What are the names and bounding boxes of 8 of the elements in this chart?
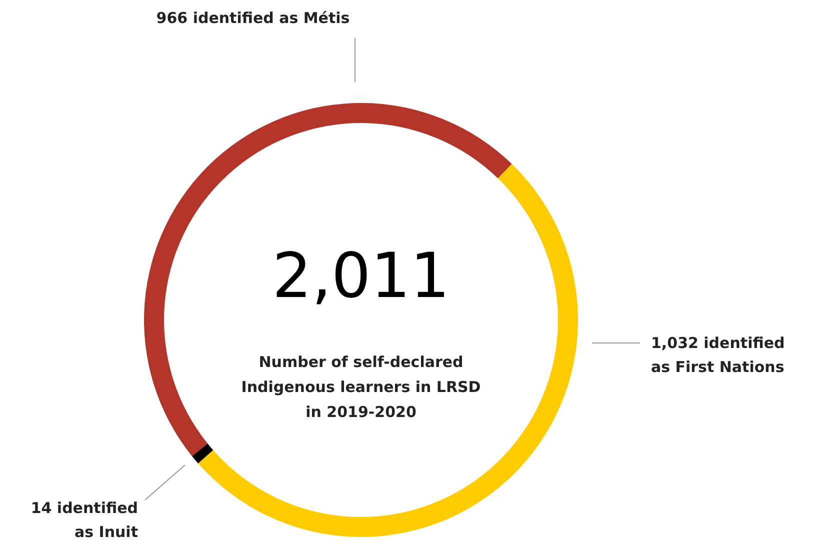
- donut-slice: [198, 164, 578, 537]
- text: 2,011: [272, 239, 450, 312]
- donut-slice: [144, 103, 512, 456]
- donut-slice: [192, 444, 214, 464]
- data-label: 14 identified as Inuit: [30, 499, 138, 540]
- data-label: 966 identified as Métis: [156, 9, 350, 27]
- text: Number of self-declared Indigenous learners in LRSD in 2019-2020: [241, 353, 481, 421]
- data-label: 1,032 identified as First Nations: [651, 334, 785, 376]
